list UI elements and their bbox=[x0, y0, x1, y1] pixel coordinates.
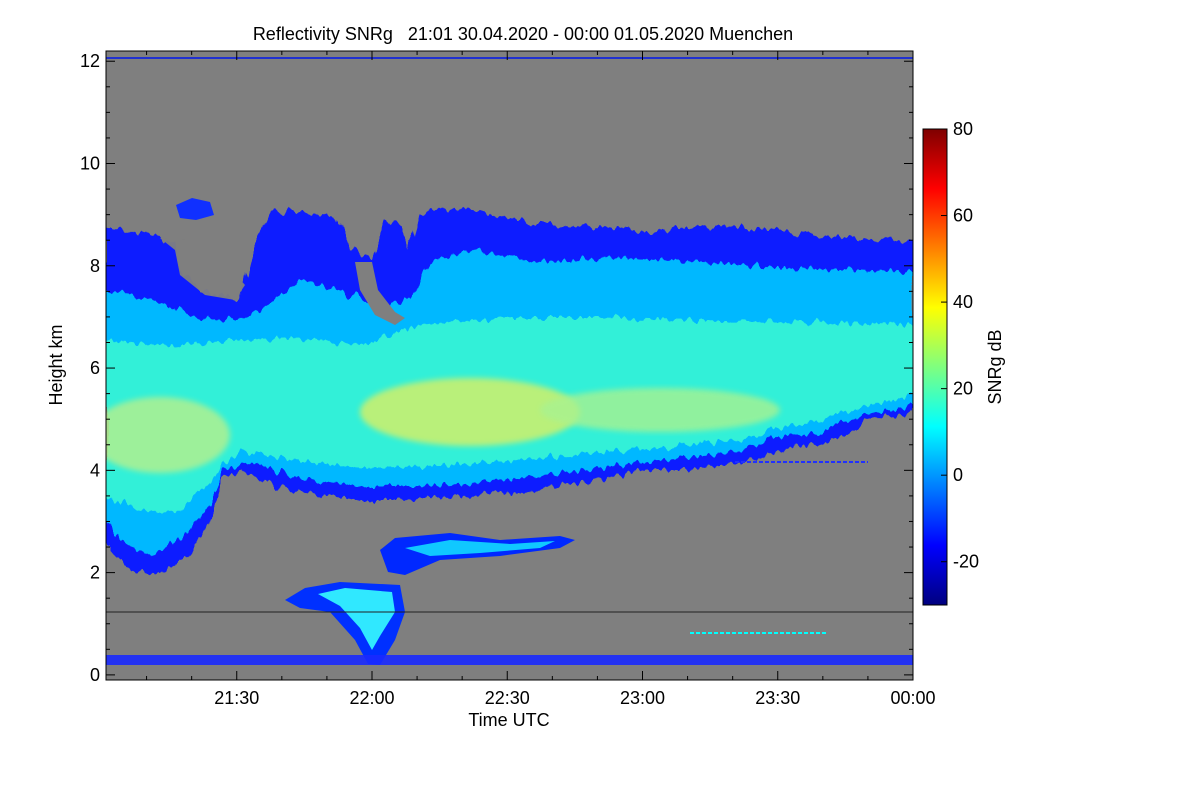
chart-title: Reflectivity SNRg 21:01 30.04.2020 - 00:… bbox=[253, 24, 793, 44]
colorbar bbox=[922, 128, 948, 606]
y-tick-label: 0 bbox=[90, 665, 100, 685]
cloud-peak-yellow-2 bbox=[106, 397, 230, 473]
lower-layer-2-core bbox=[318, 588, 395, 650]
colorbar-tick-label: 40 bbox=[953, 292, 973, 312]
y-tick-label: 4 bbox=[90, 460, 100, 480]
x-tick-label: 23:00 bbox=[620, 688, 665, 708]
top-blob bbox=[176, 198, 214, 220]
lower-layer-1-core bbox=[405, 540, 555, 556]
y-tick-label: 2 bbox=[90, 563, 100, 583]
colorbar-tick-label: 80 bbox=[953, 119, 973, 139]
y-tick-label: 8 bbox=[90, 256, 100, 276]
y-axis: 0 2 4 6 8 10 12 bbox=[80, 51, 913, 685]
colorbar-label: SNRg dB bbox=[985, 329, 1005, 404]
y-axis-label: Height km bbox=[46, 324, 66, 405]
ground-clutter-band bbox=[106, 655, 913, 665]
y-tick-label: 6 bbox=[90, 358, 100, 378]
colorbar-tick-label: 0 bbox=[953, 465, 963, 485]
colorbar-tick-label: 60 bbox=[953, 206, 973, 226]
cloud-peak-yellow-3 bbox=[540, 388, 780, 432]
x-tick-label: 23:30 bbox=[755, 688, 800, 708]
x-tick-label: 22:30 bbox=[485, 688, 530, 708]
colorbar-tick-label: 20 bbox=[953, 379, 973, 399]
reflectivity-field bbox=[106, 57, 913, 665]
plot-frame bbox=[105, 50, 914, 681]
cloud-gap-mid bbox=[355, 262, 405, 325]
y-tick-label: 12 bbox=[80, 51, 100, 71]
y-tick-label: 10 bbox=[80, 154, 100, 174]
x-axis-label: Time UTC bbox=[468, 710, 549, 730]
cloud-peak-yellow bbox=[360, 378, 580, 446]
colorbar-tick-label: -20 bbox=[953, 552, 979, 572]
x-tick-label: 21:30 bbox=[214, 688, 259, 708]
cloud-gap-left bbox=[160, 238, 245, 300]
x-axis: 21:30 22:00 22:30 23:00 23:30 00:00 bbox=[146, 51, 936, 708]
x-tick-label: 22:00 bbox=[349, 688, 394, 708]
colorbar-ticks: -20 0 20 40 60 80 bbox=[941, 119, 979, 572]
x-tick-label: 00:00 bbox=[890, 688, 935, 708]
